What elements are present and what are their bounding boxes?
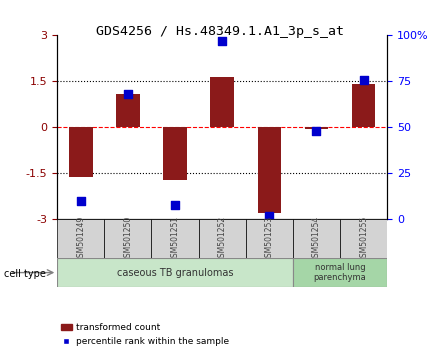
- Point: [266, 213, 273, 219]
- FancyBboxPatch shape: [246, 219, 293, 258]
- FancyBboxPatch shape: [293, 219, 340, 258]
- Text: GSM501249: GSM501249: [76, 216, 85, 262]
- FancyBboxPatch shape: [151, 219, 198, 258]
- Text: normal lung
parenchyma: normal lung parenchyma: [314, 263, 367, 282]
- Text: GSM501255: GSM501255: [359, 216, 368, 262]
- Bar: [69, 127, 92, 177]
- Point: [172, 202, 179, 207]
- FancyBboxPatch shape: [57, 258, 293, 287]
- Bar: [116, 94, 140, 127]
- Text: cell type: cell type: [4, 269, 46, 279]
- FancyBboxPatch shape: [340, 219, 387, 258]
- Text: GSM501251: GSM501251: [171, 216, 180, 262]
- Text: caseous TB granulomas: caseous TB granulomas: [117, 268, 233, 278]
- Text: GSM501252: GSM501252: [218, 216, 227, 262]
- Text: GSM501250: GSM501250: [123, 216, 132, 262]
- Point: [77, 198, 84, 204]
- Bar: [163, 127, 187, 179]
- Bar: [210, 77, 234, 127]
- Point: [219, 38, 226, 44]
- Bar: [257, 127, 281, 213]
- FancyBboxPatch shape: [198, 219, 246, 258]
- FancyBboxPatch shape: [104, 219, 151, 258]
- FancyBboxPatch shape: [293, 258, 387, 287]
- Point: [313, 128, 320, 134]
- Bar: [352, 85, 375, 127]
- Text: GSM501254: GSM501254: [312, 216, 321, 262]
- Point: [125, 91, 132, 97]
- Legend: transformed count, percentile rank within the sample: transformed count, percentile rank withi…: [57, 320, 233, 349]
- FancyBboxPatch shape: [57, 219, 104, 258]
- Text: GDS4256 / Hs.48349.1.A1_3p_s_at: GDS4256 / Hs.48349.1.A1_3p_s_at: [96, 25, 344, 38]
- Point: [360, 77, 367, 82]
- Text: GSM501253: GSM501253: [265, 216, 274, 262]
- Bar: [305, 127, 328, 129]
